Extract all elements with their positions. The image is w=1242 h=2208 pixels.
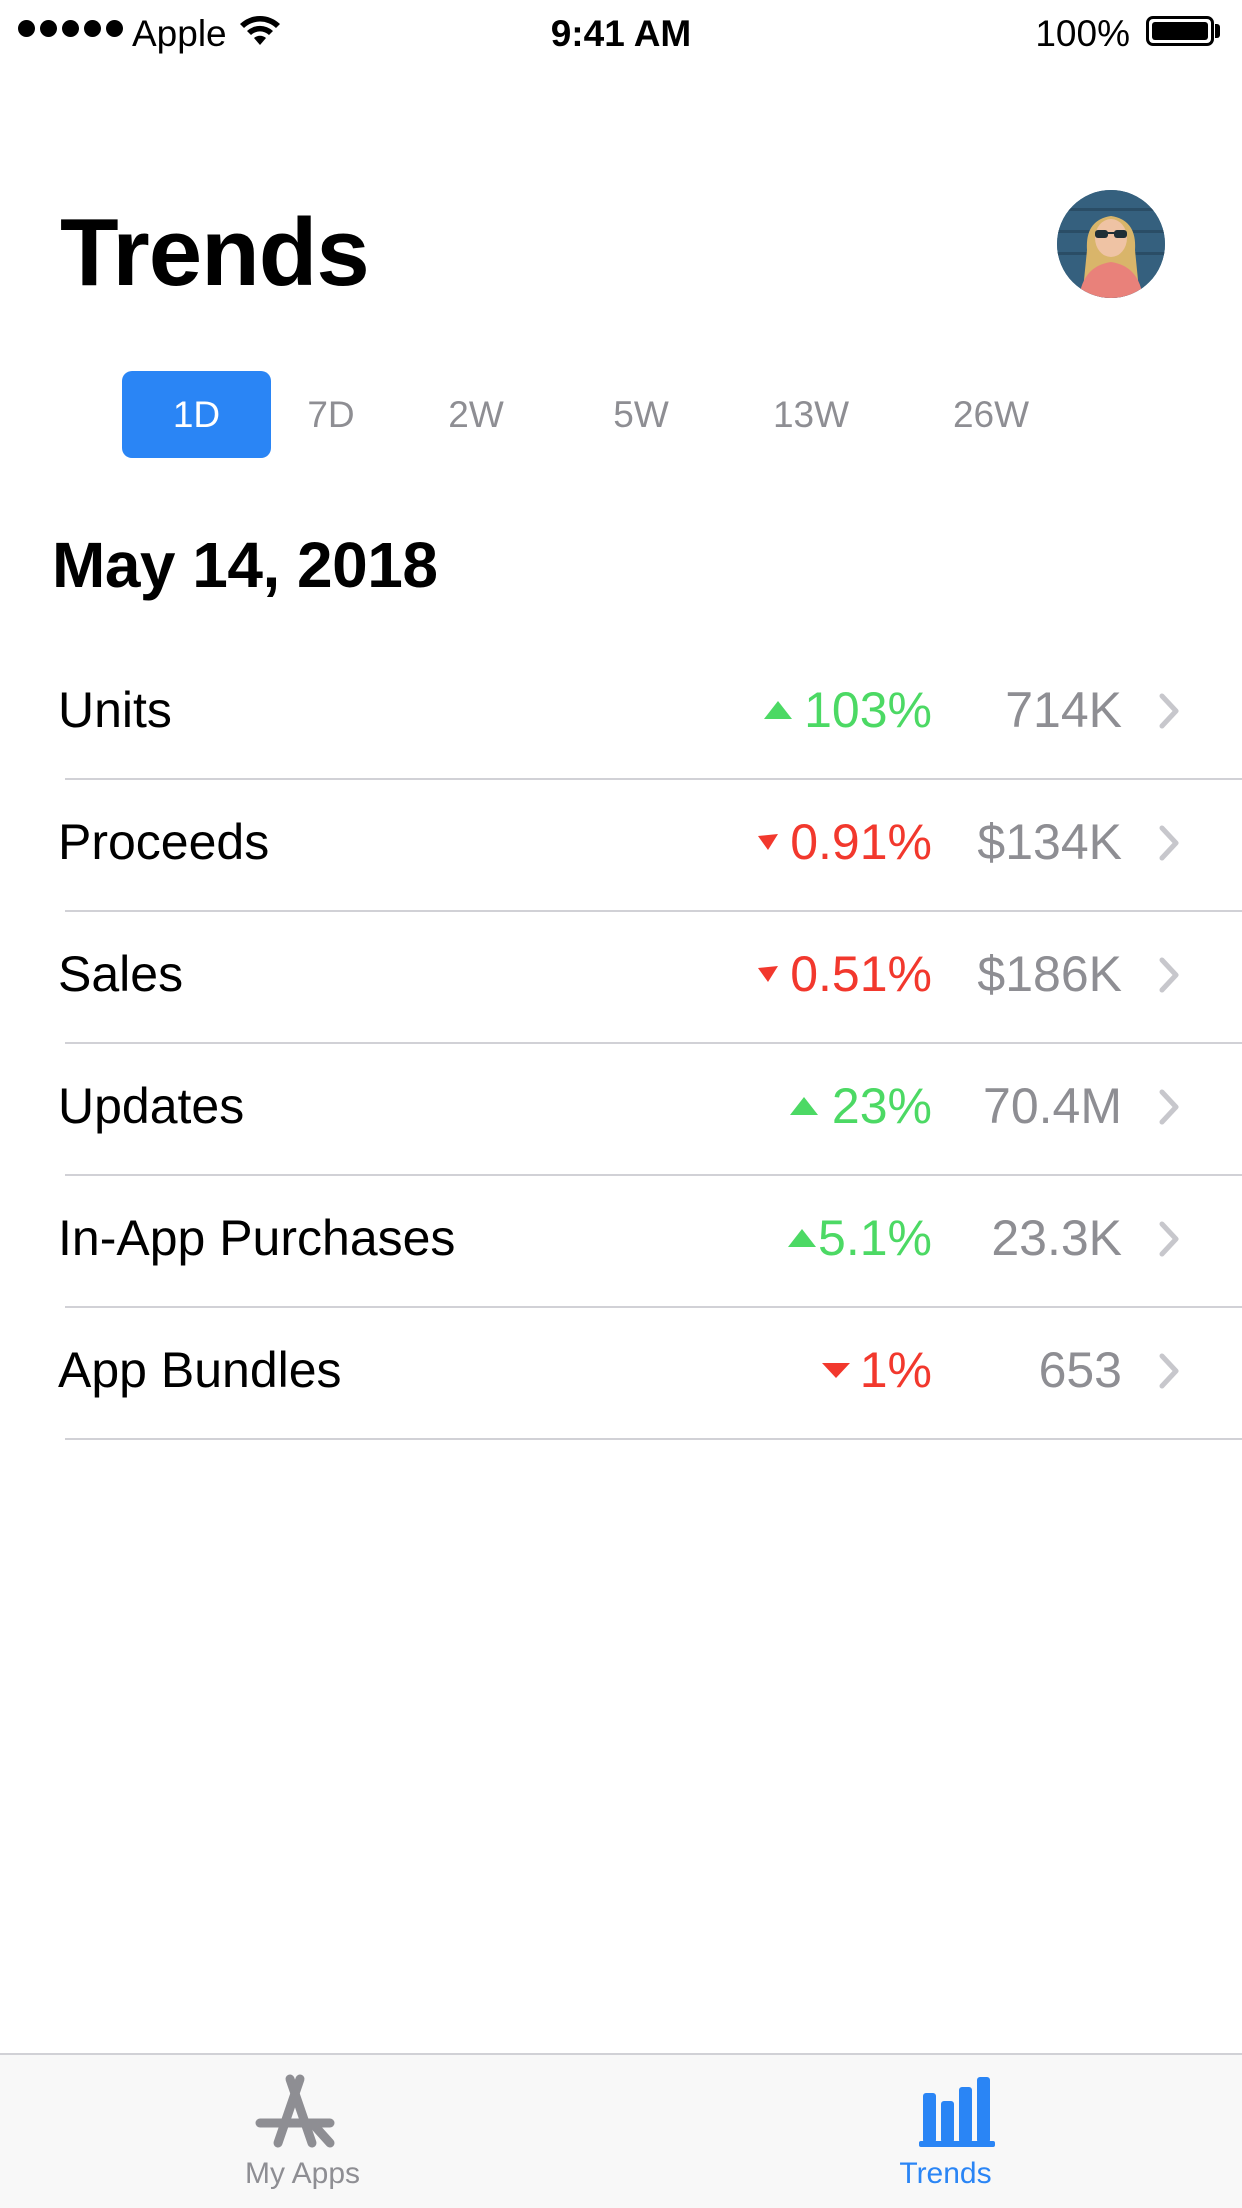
tab-my-apps[interactable]: My Apps — [0, 2055, 621, 2208]
carrier-name: Apple — [132, 13, 227, 54]
status-bar: Apple 9:41 AM 100% — [0, 0, 1242, 70]
row-divider — [65, 910, 1242, 912]
period-tab-2w[interactable]: 2W — [448, 394, 504, 435]
period-tab-5w[interactable]: 5W — [613, 394, 669, 435]
metric-change: 23% — [831, 1078, 932, 1134]
chevron-right-icon — [1159, 1089, 1179, 1125]
metric-change: 5.1% — [818, 1210, 932, 1266]
metric-change: 0.91% — [790, 814, 932, 870]
page-title: Trends — [60, 199, 370, 306]
chevron-right-icon — [1159, 693, 1179, 729]
row-divider — [65, 1438, 1242, 1440]
chevron-right-icon — [1159, 1353, 1179, 1389]
metric-value: $134K — [977, 814, 1122, 870]
metric-value: 70.4M — [983, 1078, 1122, 1134]
metric-row-units[interactable]: Units 103% 714K — [0, 648, 1242, 780]
metric-change: 0.51% — [790, 946, 932, 1002]
trend-up-icon — [762, 648, 794, 772]
metric-change: 1% — [859, 1342, 932, 1398]
profile-avatar[interactable] — [1057, 190, 1165, 298]
avatar-photo-icon — [1057, 190, 1165, 298]
tab-bar: My Apps Trends — [0, 2053, 1242, 2208]
period-tab-1d[interactable]: 1D — [122, 371, 271, 458]
cellular-signal-icon — [18, 20, 123, 37]
battery-cap — [1215, 24, 1220, 38]
date-heading: May 14, 2018 — [52, 529, 438, 601]
period-tab-7d[interactable]: 7D — [307, 394, 355, 435]
tab-trends[interactable]: Trends — [621, 2055, 1242, 2208]
wifi-icon — [240, 15, 280, 45]
metrics-list: Units 103% 714K Proceeds 0.91% $134K Sal… — [0, 648, 1242, 1440]
metric-row-updates[interactable]: Updates 23% 70.4M — [0, 1044, 1242, 1176]
trend-down-icon — [752, 912, 784, 1036]
metric-row-sales[interactable]: Sales 0.51% $186K — [0, 912, 1242, 1044]
row-divider — [65, 1174, 1242, 1176]
metric-label: Units — [58, 682, 172, 738]
trend-down-icon — [820, 1308, 852, 1432]
metric-label: Proceeds — [58, 814, 270, 870]
metric-label: Sales — [58, 946, 184, 1002]
chevron-right-icon — [1159, 957, 1179, 993]
tab-label: Trends — [899, 2157, 992, 2190]
period-tab-26w[interactable]: 26W — [952, 394, 1030, 435]
metric-label: In-App Purchases — [58, 1210, 456, 1266]
period-tab-13w[interactable]: 13W — [772, 394, 850, 435]
row-divider — [65, 778, 1242, 780]
metric-value: 714K — [1005, 682, 1122, 738]
battery-percentage: 100% — [1035, 13, 1130, 54]
metric-label: App Bundles — [58, 1342, 342, 1398]
trend-up-icon — [786, 1176, 818, 1300]
status-time: 9:41 AM — [550, 13, 692, 54]
metric-value: $186K — [977, 946, 1122, 1002]
chevron-right-icon — [1159, 1221, 1179, 1257]
app-store-icon — [255, 2074, 334, 2148]
chevron-right-icon — [1159, 825, 1179, 861]
row-divider — [65, 1042, 1242, 1044]
row-divider — [65, 1306, 1242, 1308]
metric-row-app-bundles[interactable]: App Bundles 1% 653 — [0, 1308, 1242, 1440]
metric-row-proceeds[interactable]: Proceeds 0.91% $134K — [0, 780, 1242, 912]
battery-icon — [1146, 16, 1214, 46]
trend-up-icon — [788, 1044, 820, 1168]
metric-value: 653 — [1038, 1342, 1122, 1398]
tab-label: My Apps — [244, 2157, 361, 2190]
metric-label: Updates — [58, 1078, 245, 1134]
bar-chart-icon — [918, 2077, 995, 2147]
metric-change: 103% — [804, 682, 932, 738]
metric-row-in-app-purchases[interactable]: In-App Purchases 5.1% 23.3K — [0, 1176, 1242, 1308]
metric-value: 23.3K — [991, 1210, 1122, 1266]
trend-down-icon — [752, 780, 784, 904]
